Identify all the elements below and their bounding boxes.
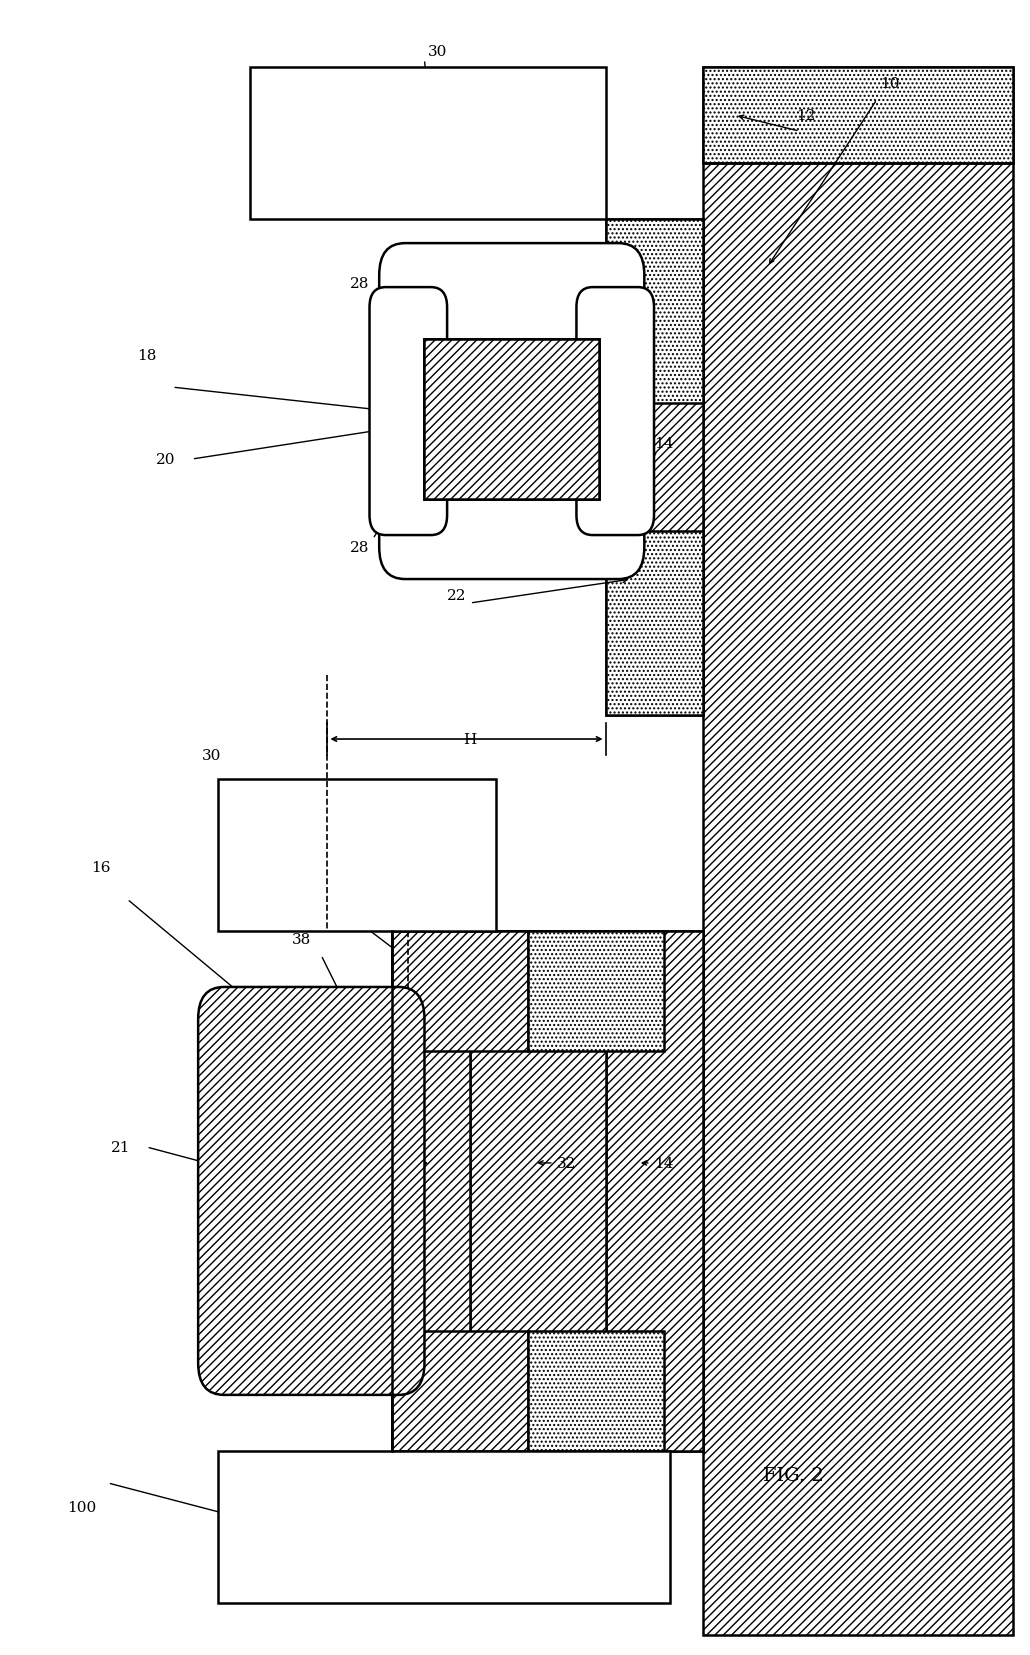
- Bar: [217, 1451, 671, 1604]
- Bar: [424, 339, 599, 500]
- Text: 24: 24: [402, 253, 421, 266]
- Text: 32: 32: [557, 1157, 577, 1170]
- Bar: [528, 1331, 663, 1451]
- Bar: [606, 531, 702, 715]
- Text: 40: 40: [246, 1163, 266, 1178]
- Bar: [606, 220, 702, 715]
- FancyBboxPatch shape: [379, 243, 645, 579]
- Bar: [606, 932, 702, 1451]
- Text: 28: 28: [350, 276, 370, 291]
- FancyBboxPatch shape: [577, 288, 654, 536]
- Text: 36: 36: [467, 940, 486, 955]
- Text: 36: 36: [467, 1372, 486, 1385]
- Text: 14: 14: [654, 1157, 674, 1170]
- Text: 38: 38: [291, 932, 311, 947]
- Text: 35: 35: [331, 1380, 350, 1394]
- Bar: [528, 932, 663, 1051]
- Bar: [392, 932, 470, 1451]
- Bar: [702, 68, 1012, 164]
- Bar: [217, 780, 495, 932]
- Text: 18: 18: [137, 349, 157, 362]
- Text: 20: 20: [157, 453, 175, 467]
- Text: 21: 21: [111, 1140, 131, 1154]
- Text: 22: 22: [460, 270, 480, 283]
- Bar: [392, 932, 528, 1051]
- Text: 34: 34: [408, 1157, 427, 1170]
- Text: 30: 30: [202, 748, 220, 763]
- Text: 28: 28: [350, 541, 370, 554]
- Text: 30: 30: [370, 1533, 389, 1546]
- Bar: [424, 339, 599, 500]
- Bar: [392, 932, 702, 1451]
- Text: 42: 42: [246, 1293, 266, 1306]
- Text: 100: 100: [67, 1499, 97, 1514]
- Bar: [250, 68, 606, 220]
- FancyBboxPatch shape: [370, 288, 447, 536]
- Text: 22: 22: [447, 589, 467, 602]
- Text: 16: 16: [92, 861, 111, 874]
- Text: H: H: [464, 733, 476, 746]
- Bar: [470, 932, 606, 1451]
- Bar: [424, 339, 599, 500]
- Text: 26: 26: [473, 420, 492, 435]
- Bar: [702, 68, 1012, 1635]
- Text: 35: 35: [331, 900, 350, 915]
- Bar: [392, 1331, 528, 1451]
- Text: 14: 14: [654, 437, 674, 450]
- Bar: [606, 220, 702, 404]
- Text: 12: 12: [796, 109, 816, 122]
- Text: 42: 42: [240, 1021, 260, 1034]
- Text: 10: 10: [881, 78, 900, 91]
- FancyBboxPatch shape: [198, 988, 424, 1395]
- Text: 30: 30: [427, 45, 447, 60]
- Text: FIG. 2: FIG. 2: [762, 1466, 823, 1485]
